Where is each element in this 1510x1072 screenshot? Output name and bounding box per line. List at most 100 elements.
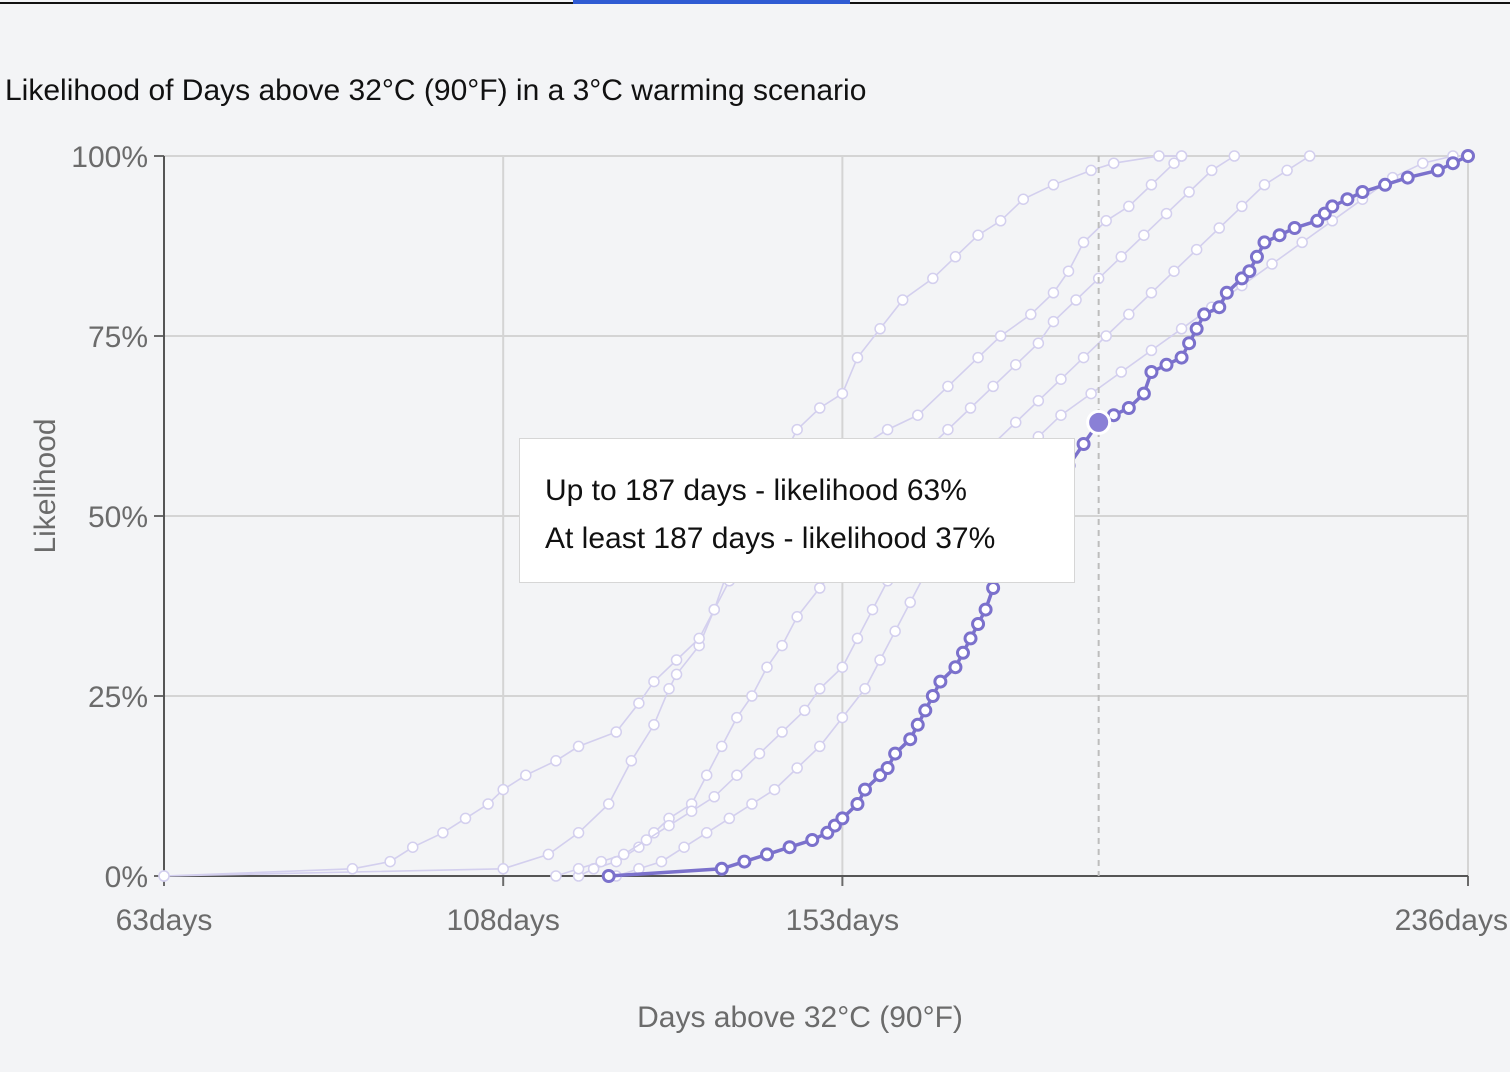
series-point: [1123, 200, 1135, 213]
series-point: [851, 632, 864, 645]
series-point: [497, 863, 509, 875]
series-point: [1009, 416, 1022, 429]
series-point: [1123, 308, 1135, 321]
highlighted-series-point: [986, 581, 1001, 595]
series-point: [874, 323, 886, 335]
series-point: [670, 668, 683, 681]
series-point: [497, 783, 509, 796]
series-point: [1055, 373, 1067, 385]
series-point: [1085, 164, 1097, 177]
series-point: [859, 683, 871, 695]
series-point: [1145, 344, 1158, 357]
highlighted-series-point: [903, 732, 918, 747]
series-point: [1077, 236, 1090, 249]
series-point: [814, 402, 826, 414]
series-point: [1115, 251, 1128, 263]
series-point: [1062, 265, 1075, 277]
series-point: [1145, 179, 1158, 191]
series-point: [949, 251, 962, 263]
series-point: [1258, 179, 1271, 191]
series-point: [776, 726, 788, 738]
highlighted-series-point: [1189, 321, 1204, 336]
series-point: [814, 582, 826, 594]
series-point: [1228, 150, 1241, 162]
series-point: [670, 654, 683, 666]
series-point: [1070, 294, 1082, 306]
highlighted-series-point: [1182, 336, 1197, 351]
chart-title: Likelihood of Days above 32°C (90°F) in …: [5, 74, 867, 107]
series-point: [1266, 258, 1278, 270]
series-point: [482, 798, 494, 810]
series-point: [1417, 157, 1429, 169]
hover-point: [1086, 409, 1112, 435]
series-point: [836, 711, 849, 724]
highlighted-series-point: [955, 645, 970, 660]
series-point: [550, 870, 562, 882]
highlighted-series-point: [888, 746, 903, 761]
highlighted-series-point: [850, 797, 865, 811]
series-point: [663, 819, 675, 832]
series-point: [731, 769, 743, 781]
series-point: [610, 726, 623, 738]
highlighted-series-point: [1249, 249, 1264, 264]
series-point: [723, 812, 736, 825]
series-point: [550, 755, 562, 767]
series-point: [768, 783, 781, 796]
series-point: [1175, 150, 1188, 162]
highlighted-series-point: [971, 617, 986, 631]
series-point: [1183, 186, 1195, 198]
series-point: [685, 805, 698, 817]
series-point: [1085, 387, 1097, 400]
series-point: [746, 798, 758, 810]
series-point: [896, 294, 909, 306]
series-point: [625, 755, 638, 767]
highlighted-series-point: [1287, 221, 1302, 235]
series-point: [1017, 193, 1030, 205]
series-point: [1303, 150, 1316, 162]
highlighted-series-point: [1445, 156, 1460, 171]
series-point: [655, 855, 668, 868]
series-point: [927, 272, 939, 285]
series-point: [1047, 179, 1060, 191]
series-point: [761, 661, 773, 673]
y-tick-label: 50%: [88, 501, 148, 534]
highlighted-series-point: [1197, 307, 1212, 322]
highlighted-series-point: [1355, 185, 1370, 199]
x-tick-label: 63days: [116, 904, 213, 937]
series-point: [648, 675, 660, 688]
highlighted-series-point: [714, 861, 729, 876]
series-point: [1025, 308, 1037, 321]
series-point: [1047, 287, 1060, 299]
series-point: [1107, 157, 1120, 169]
series-point: [942, 423, 954, 436]
highlighted-series-point: [835, 811, 850, 826]
highlighted-series-point: [1219, 285, 1234, 300]
highlighted-series-point: [910, 717, 925, 732]
series-point: [1047, 315, 1060, 328]
series-point: [648, 719, 660, 731]
series-point: [791, 611, 803, 623]
series-point: [836, 661, 849, 673]
highlighted-series-point: [1136, 386, 1151, 401]
series-point: [746, 690, 758, 702]
series-point: [874, 654, 886, 666]
series-point: [1032, 337, 1045, 349]
series-point: [1160, 207, 1173, 220]
hover-group: [1086, 156, 1112, 876]
series-point: [791, 423, 803, 436]
series-point: [1009, 359, 1022, 371]
series-point: [572, 863, 585, 875]
series-point: [700, 769, 713, 781]
series-point: [572, 740, 585, 753]
highlighted-series-point: [805, 833, 820, 847]
series-point: [994, 330, 1007, 342]
highlighted-series-point: [1174, 350, 1189, 365]
series-point: [1296, 236, 1308, 249]
series-point: [384, 855, 396, 868]
highlighted-series-point: [1461, 149, 1475, 163]
highlighted-series-point: [1242, 264, 1257, 279]
series-point: [618, 848, 630, 861]
series-point: [572, 827, 585, 839]
y-tick-label: 75%: [88, 321, 148, 354]
highlighted-series-point: [1378, 177, 1393, 192]
